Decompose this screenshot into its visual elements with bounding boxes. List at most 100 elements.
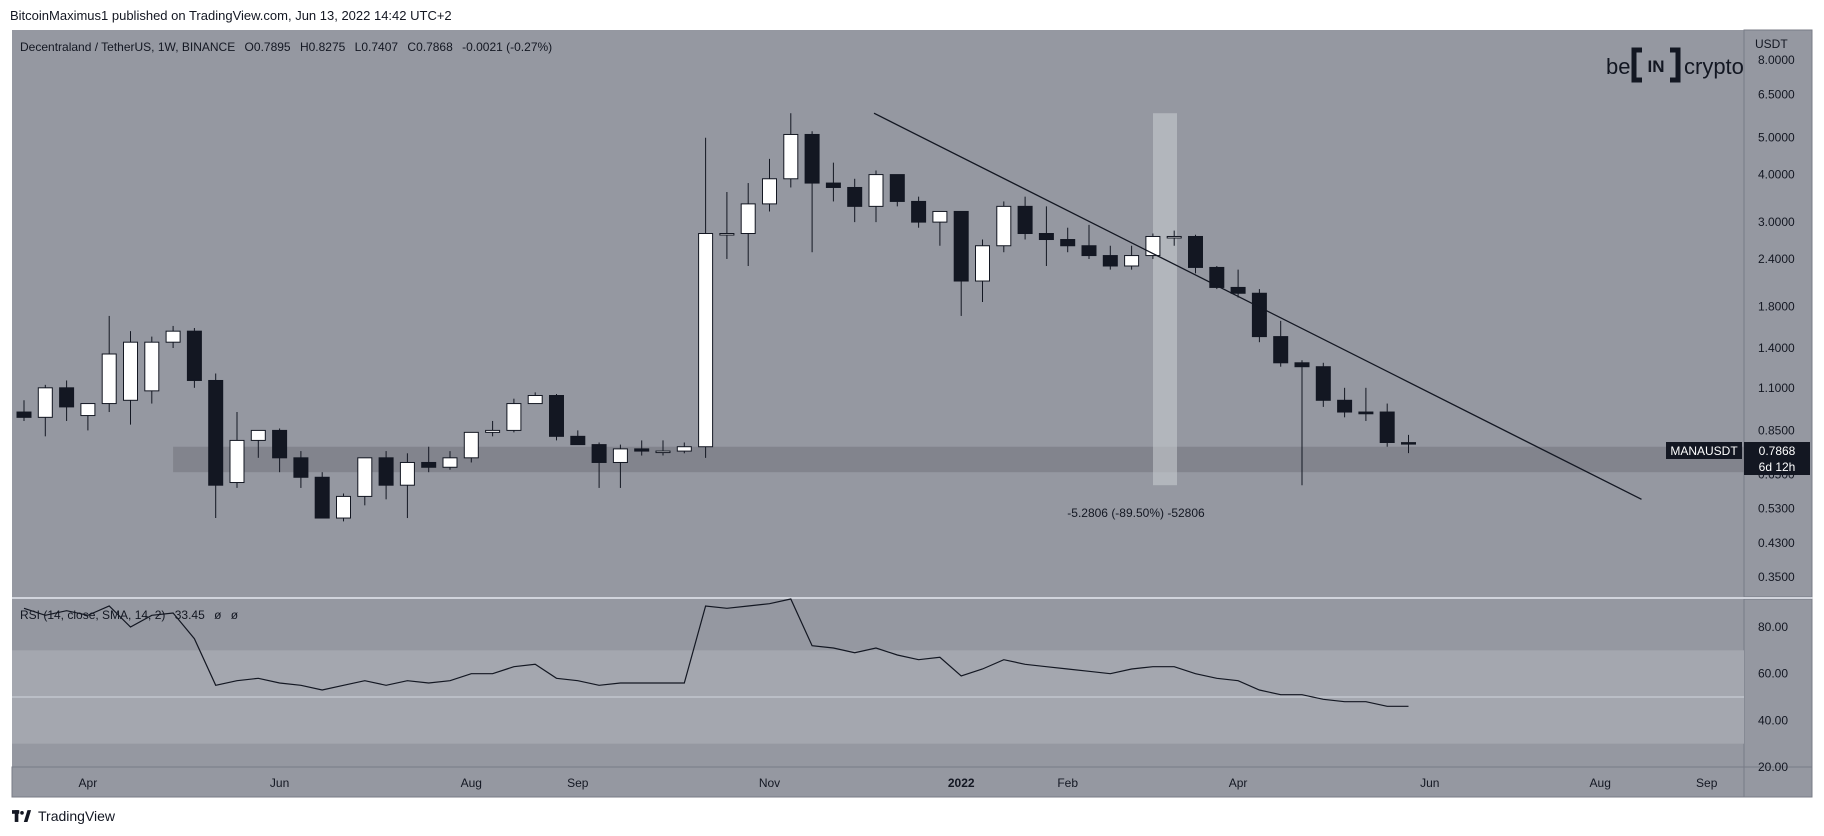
candle-down [314, 476, 330, 519]
candle-down [378, 457, 394, 486]
candle-up [655, 450, 671, 454]
candle-down [272, 429, 288, 459]
price-tick-label: 8.0000 [1758, 53, 1795, 67]
rsi-extra-2: ø [231, 608, 239, 622]
price-badge [1744, 442, 1810, 459]
candle-down [1038, 233, 1054, 241]
time-tick-label: Aug [461, 776, 482, 790]
low-label: L [355, 40, 362, 54]
price-tick-label: 5.0000 [1758, 131, 1795, 145]
rsi-axis[interactable] [1743, 598, 1813, 768]
candle-down [186, 330, 202, 381]
price-panel[interactable] [12, 30, 1744, 597]
candle-up [932, 210, 948, 223]
candle-up [676, 446, 692, 452]
candle-up [612, 448, 628, 463]
candle-down [1188, 235, 1203, 268]
symbol-title: Decentraland / TetherUS, 1W, BINANCE [20, 40, 235, 54]
candle-down [1060, 239, 1076, 247]
candle-up [527, 395, 543, 405]
descending-trendline [873, 112, 1642, 500]
candle-up [399, 461, 415, 486]
open-label: O [245, 40, 254, 54]
candle-down [847, 186, 863, 207]
footer-brand[interactable]: TradingView [12, 808, 115, 824]
price-axis[interactable] [1743, 29, 1813, 598]
candle-down [208, 379, 224, 486]
time-tick-label: Aug [1590, 776, 1611, 790]
candle-up [463, 431, 479, 459]
rsi-tick-label: 80.00 [1758, 620, 1788, 634]
rsi-tick-label: 60.00 [1758, 667, 1788, 681]
time-tick-label: Apr [1229, 776, 1248, 790]
candle-up [1166, 235, 1182, 239]
price-tick-label: 0.3500 [1758, 570, 1795, 584]
candle-down [1337, 399, 1353, 413]
candle-down [1273, 336, 1289, 364]
candle-up [250, 429, 266, 441]
high-label: H [300, 40, 309, 54]
price-tick-label: 4.0000 [1758, 168, 1795, 182]
candle-down [591, 444, 607, 463]
rsi-extra-1: ø [214, 608, 222, 622]
candle-down [804, 133, 820, 184]
candle-up [80, 403, 96, 417]
logo-text-left: be [1606, 54, 1630, 79]
candle-up [868, 174, 884, 207]
countdown-text: 6d 12h [1759, 460, 1796, 474]
candle-up [740, 203, 756, 235]
candle-up [975, 245, 990, 282]
time-axis[interactable] [11, 766, 1745, 798]
candle-down [1358, 411, 1374, 415]
logo-text-right: crypto [1684, 54, 1744, 79]
candle-down [293, 457, 309, 478]
close-label: C [407, 40, 416, 54]
time-tick-label: Jun [1420, 776, 1439, 790]
open-value: 0.7895 [254, 40, 291, 54]
price-tick-label: 2.4000 [1758, 252, 1795, 266]
price-tick-label: 1.1000 [1758, 381, 1795, 395]
footer-brand-text: TradingView [38, 808, 116, 824]
tradingview-logo-icon [12, 809, 32, 822]
change-value: -0.0021 (-0.27%) [462, 40, 552, 54]
candle-down [1230, 286, 1246, 294]
candle-down [16, 411, 32, 418]
candle-down [1401, 442, 1416, 445]
price-axis-unit: USDT [1755, 37, 1788, 51]
logo-bracket-gap [1642, 46, 1670, 84]
candle-up [144, 341, 160, 392]
candle-up [698, 233, 714, 448]
rsi-value: 33.45 [175, 608, 205, 622]
logo-text-mid: IN [1648, 57, 1665, 76]
symbol-badge [1666, 442, 1742, 459]
price-tick-label: 0.5300 [1758, 501, 1795, 515]
price-tick-label: 0.4300 [1758, 536, 1795, 550]
axis-corner [1743, 766, 1813, 798]
countdown-badge [1744, 459, 1810, 475]
rsi-tick-label: 40.00 [1758, 713, 1788, 727]
candle-down [1294, 362, 1310, 368]
publish-credit: BitcoinMaximus1 published on TradingView… [10, 8, 452, 23]
price-tick-label: 3.0000 [1758, 215, 1795, 229]
price-tick-label: 1.8000 [1758, 299, 1795, 313]
candle-up [336, 495, 351, 519]
candle-up [996, 205, 1012, 247]
candle-up [1145, 235, 1161, 257]
candle-down [1315, 366, 1331, 401]
candle-up [442, 457, 458, 468]
candle-down [1379, 411, 1395, 443]
close-value: 0.7868 [416, 40, 453, 54]
candle-up [506, 403, 522, 431]
candle-down [59, 387, 75, 408]
candle-down [911, 200, 927, 223]
rsi-tick-label: 20.00 [1758, 760, 1788, 774]
candle-up [485, 429, 501, 433]
candle-down [1081, 245, 1097, 257]
candle-up [123, 341, 138, 401]
beincrypto-logo: be IN crypto [1606, 46, 1744, 84]
rsi-title: RSI (14, close, SMA, 14, 2) [20, 608, 165, 622]
high-value: 0.8275 [309, 40, 346, 54]
symbol-badge-text: MANAUSDT [1670, 444, 1738, 458]
candle-up [165, 330, 181, 343]
